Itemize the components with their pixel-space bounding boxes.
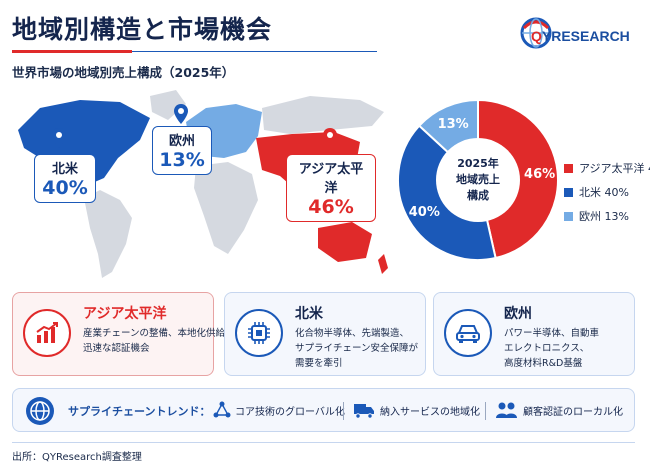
donut-center-label-line2: 地域売上 <box>456 172 500 186</box>
map-region-new-zealand <box>378 254 388 274</box>
callout-asia-pacific: アジア太平洋 46% <box>286 154 376 222</box>
callout-name: アジア太平洋 <box>298 162 364 196</box>
map-region-greenland <box>150 90 186 120</box>
trend-item-text: コア技術のグローバル化 <box>235 407 345 418</box>
supply-chain-trend-bar: サプライチェーントレンド： コア技術のグローバル化 納入サービスの地域化 顧客認… <box>12 388 635 432</box>
people-icon <box>496 402 517 418</box>
card-title: 北米 <box>295 306 323 322</box>
trend-label: サプライチェーントレンド： <box>68 405 211 418</box>
donut-value-label: 46% <box>524 167 555 182</box>
trend-item-text: 納入サービスの地域化 <box>380 407 480 418</box>
legend-swatch <box>564 211 573 221</box>
card-description: パワー半導体、自動車 エレクトロニクス、 高度材料R&D基盤 <box>504 328 600 369</box>
card-description: 産業チェーンの整備、本地化供給、 迅速な認証機会 <box>83 328 235 354</box>
map-region-south-america <box>84 190 132 278</box>
trend-divider <box>485 402 486 420</box>
card-description: 化合物半導体、先端製造、 サプライチェーン安全保障が 需要を牽引 <box>295 328 419 369</box>
chip-icon <box>235 309 283 357</box>
legend-swatch <box>564 187 573 197</box>
callout-percent: 40% <box>42 177 88 199</box>
legend-label: 北米 40% <box>579 186 629 199</box>
callout-name: 北米 <box>51 162 78 177</box>
legend-item-europe: 欧州 13% <box>564 204 650 228</box>
trend-item-text: 顧客認証のローカル化 <box>523 407 623 418</box>
callout-name: 欧州 <box>168 134 195 149</box>
asia-pacific-pin-icon <box>323 128 337 148</box>
map-region-australia <box>318 222 372 262</box>
map-region-russia <box>262 96 384 134</box>
chart-legend: アジア太平洋 46% 北米 40% 欧州 13% <box>564 156 650 228</box>
donut-value-label: 13% <box>438 117 469 132</box>
chart-subtitle: 世界市場の地域別売上構成（2025年） <box>12 65 235 80</box>
page-title: 地域別構造と市場機会 <box>12 15 273 44</box>
callout-north-america: 北米 40% <box>34 154 96 203</box>
donut-value-label: 40% <box>409 205 440 220</box>
legend-swatch <box>564 163 573 173</box>
truck-icon <box>354 404 374 419</box>
donut-center-label-line1: 2025年 <box>457 156 499 170</box>
map-region-north-america <box>18 100 150 196</box>
donut-center-label-line3: 構成 <box>467 188 489 202</box>
trend-divider <box>343 402 344 420</box>
network-icon <box>213 401 231 418</box>
car-icon <box>444 309 492 357</box>
source-note: 出所：QYResearch調査整理 <box>12 452 142 463</box>
legend-label: アジア太平洋 46% <box>579 162 650 175</box>
callout-percent: 46% <box>308 196 354 218</box>
legend-item-asia-pacific: アジア太平洋 46% <box>564 156 650 180</box>
card-title: アジア太平洋 <box>83 306 167 322</box>
card-europe: 欧州 パワー半導体、自動車 エレクトロニクス、 高度材料R&D基盤 <box>433 292 635 376</box>
europe-pin-icon <box>174 104 188 124</box>
legend-label: 欧州 13% <box>579 210 629 223</box>
growth-chart-icon <box>23 309 71 357</box>
north-america-pin-icon <box>52 128 66 148</box>
globe-icon <box>26 397 54 425</box>
callout-europe: 欧州 13% <box>152 126 212 175</box>
card-title: 欧州 <box>504 306 532 322</box>
legend-item-north-america: 北米 40% <box>564 180 650 204</box>
footer-divider <box>12 442 635 443</box>
regional-share-donut-chart: 2025年 地域売上 構成 46% 40% 13% <box>397 98 559 261</box>
map-region-africa <box>194 162 258 254</box>
callout-percent: 13% <box>159 149 205 171</box>
title-underline-accent <box>12 50 132 53</box>
title-underline <box>132 51 377 52</box>
qyresearch-logo <box>520 17 552 49</box>
card-asia-pacific: アジア太平洋 産業チェーンの整備、本地化供給、 迅速な認証機会 <box>12 292 235 376</box>
logo-text: QYRESEARCH <box>531 28 630 44</box>
card-north-america: 北米 化合物半導体、先端製造、 サプライチェーン安全保障が 需要を牽引 <box>224 292 426 376</box>
